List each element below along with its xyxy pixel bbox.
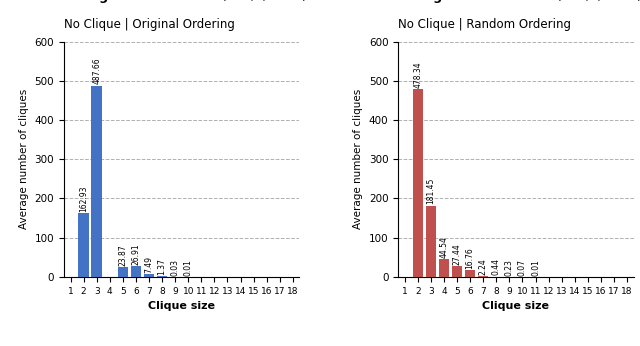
Text: 1.37: 1.37 [157, 258, 166, 275]
Bar [413, 89, 423, 277]
X-axis label: Clique size: Clique size [148, 301, 215, 311]
Text: 16.76: 16.76 [466, 247, 475, 269]
Bar [157, 276, 167, 277]
Text: 0.07: 0.07 [518, 258, 527, 276]
Text: 2.24: 2.24 [479, 258, 488, 275]
Text: 487.66: 487.66 [92, 58, 101, 84]
Bar [131, 266, 141, 277]
Text: 0.03: 0.03 [171, 258, 180, 276]
X-axis label: Clique size: Clique size [483, 301, 549, 311]
Y-axis label: Average number of cliques: Average number of cliques [353, 89, 364, 229]
Text: 27.44: 27.44 [452, 243, 461, 265]
Bar [439, 260, 449, 277]
Bar [78, 213, 89, 277]
Bar [452, 266, 462, 277]
Bar [426, 206, 436, 277]
Text: 7.49: 7.49 [145, 256, 154, 273]
Text: 0.23: 0.23 [505, 259, 514, 275]
Bar [465, 270, 476, 277]
Text: No Clique | Original Ordering: No Clique | Original Ordering [64, 18, 235, 31]
Bar [118, 267, 128, 277]
Text: 23.87: 23.87 [118, 245, 127, 266]
Text: No Clique | Random Ordering: No Clique | Random Ordering [398, 18, 572, 31]
Text: 26.91: 26.91 [131, 244, 140, 265]
Y-axis label: Average number of cliques: Average number of cliques [19, 89, 29, 229]
Text: 0.01: 0.01 [531, 259, 540, 276]
Text: 0.44: 0.44 [492, 258, 500, 275]
Bar [92, 85, 102, 277]
Text: Histogram: Histogram [398, 0, 471, 3]
Text: 44.54: 44.54 [440, 236, 449, 258]
Text: 162.93: 162.93 [79, 185, 88, 212]
Text: 181.45: 181.45 [426, 178, 435, 204]
Text: 478.34: 478.34 [413, 62, 422, 88]
Text: 0.01: 0.01 [184, 259, 193, 276]
Bar [144, 274, 154, 277]
Text: mutex-net(256,8,0.121): mutex-net(256,8,0.121) [488, 0, 640, 3]
Text: mutex-net(256,8,0.121): mutex-net(256,8,0.121) [154, 0, 307, 3]
Bar [478, 276, 488, 277]
Text: Histogram: Histogram [64, 0, 137, 3]
